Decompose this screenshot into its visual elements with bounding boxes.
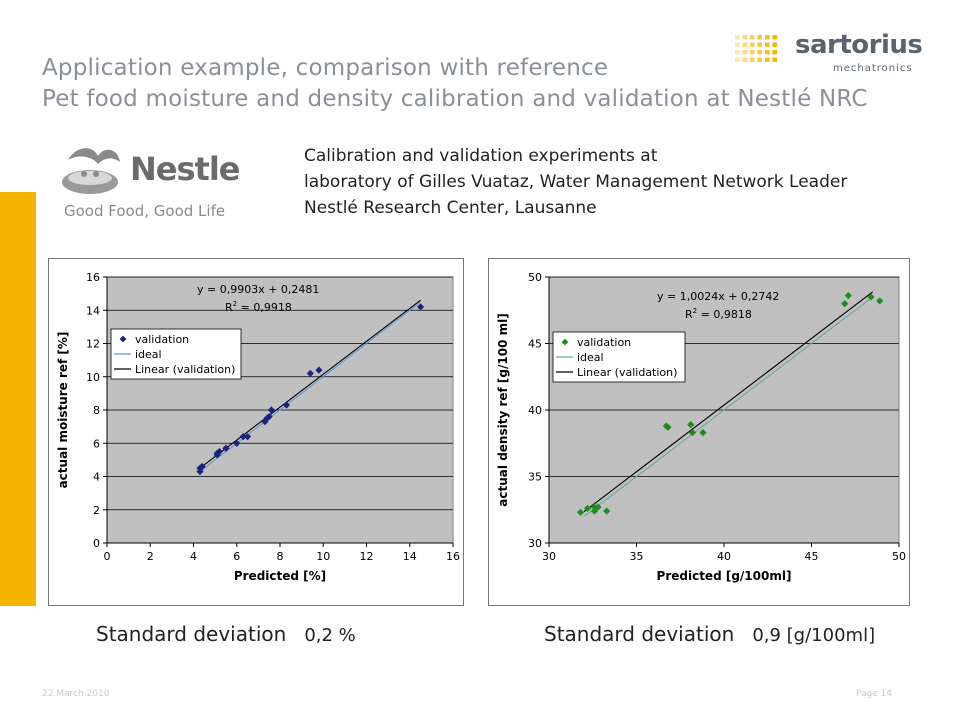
legend: validation ideal Linear (validation) — [552, 331, 686, 383]
y-tick-label: 0 — [93, 537, 100, 550]
x-tick-label: 6 — [233, 550, 240, 563]
x-tick-label: 40 — [717, 550, 731, 563]
data-point — [306, 369, 314, 378]
y-tick-label: 35 — [528, 471, 542, 484]
x-tick-label: 50 — [892, 550, 906, 563]
y-tick-label: 50 — [528, 271, 542, 284]
y-axis-label: actual density ref [g/100 ml] — [496, 313, 510, 506]
density-std-dev: Standard deviation 0,9 [g/100ml] — [544, 622, 875, 646]
nestle-logo: Nestle Good Food, Good Life — [58, 140, 248, 225]
std-dev-value: 0,9 [g/100ml] — [752, 625, 876, 646]
y-tick-label: 12 — [86, 338, 100, 351]
sartorius-logo-subtitle: mechatronics — [833, 63, 913, 74]
sartorius-logo-text: sartorius — [795, 30, 923, 60]
x-tick-label: 35 — [630, 550, 644, 563]
legend-label: Linear (validation) — [577, 366, 677, 379]
moisture-std-dev: Standard deviation 0,2 % — [96, 622, 356, 646]
x-tick-label: 0 — [104, 550, 111, 563]
sartorius-logo: sartorius mechatronics — [733, 30, 923, 80]
page-subtitle: Pet food moisture and density calibratio… — [42, 86, 868, 112]
r-squared: R2 = 0,9918 — [225, 300, 292, 314]
legend-label: validation — [135, 333, 189, 346]
data-point — [590, 507, 599, 515]
legend: validation ideal Linear (validation) — [110, 328, 242, 380]
x-tick-label: 12 — [360, 550, 374, 563]
data-point — [282, 401, 291, 409]
data-point — [233, 439, 241, 447]
data-point — [261, 418, 269, 426]
x-tick-label: 8 — [277, 550, 284, 563]
nest-icon — [62, 148, 120, 194]
x-tick-label: 4 — [190, 550, 197, 563]
y-tick-label: 4 — [93, 471, 100, 484]
y-axis-label: actual moisture ref [%] — [56, 332, 70, 489]
info-line-3: Nestlé Research Center, Lausanne — [304, 198, 597, 218]
data-point — [603, 507, 611, 515]
x-tick-label: 45 — [805, 550, 819, 563]
y-tick-label: 10 — [86, 371, 100, 384]
y-tick-label: 14 — [86, 304, 100, 317]
data-point — [583, 504, 592, 513]
info-line-1: Calibration and validation experiments a… — [304, 146, 658, 166]
info-line-2: laboratory of Gilles Vuataz, Water Manag… — [304, 172, 848, 192]
legend-label: Linear (validation) — [135, 363, 235, 376]
data-point — [416, 303, 425, 311]
y-tick-label: 30 — [528, 537, 542, 550]
y-tick-label: 6 — [93, 437, 100, 450]
data-point — [265, 413, 273, 421]
x-tick-label: 16 — [446, 550, 460, 563]
series-line — [583, 291, 874, 513]
data-point — [267, 406, 275, 414]
density-chart: 30 35 40 45 50 30 35 40 45 50 y = 1,0024x + 0,2742… — [488, 258, 910, 606]
y-tick-label: 45 — [528, 338, 542, 351]
legend-label: ideal — [577, 351, 604, 364]
footer-page-number: Page 14 — [856, 689, 893, 699]
nestle-logo-text: Nestle — [130, 150, 240, 188]
nestle-tagline: Good Food, Good Life — [64, 202, 226, 220]
data-point — [867, 293, 875, 301]
std-dev-value: 0,2 % — [304, 625, 356, 646]
experiment-info: Calibration and validation experiments a… — [304, 143, 847, 221]
x-axis-label: Predicted [%] — [234, 569, 326, 583]
regression-equation: y = 1,0024x + 0,2742 — [657, 290, 779, 303]
legend-marker — [561, 338, 569, 346]
regression-equation: y = 0,9903x + 0,2481 — [197, 283, 319, 296]
page-title: Application example, comparison with ref… — [42, 55, 609, 81]
moisture-chart-svg: 0 2 4 6 8 10 12 14 16 0 2 4 6 8 10 12 14 16 y = 0,9903x + … — [56, 271, 460, 583]
moisture-chart: 0 2 4 6 8 10 12 14 16 0 2 4 6 8 10 12 14 16 y = 0,9903x + … — [48, 258, 464, 606]
x-tick-label: 30 — [542, 550, 556, 563]
sartorius-dots-icon — [735, 35, 777, 62]
legend-label: ideal — [135, 348, 162, 361]
data-point — [687, 421, 695, 429]
series-line — [583, 296, 874, 517]
footer-date: 22 March 2010 — [42, 689, 110, 699]
data-point — [215, 447, 224, 456]
density-chart-svg: 30 35 40 45 50 30 35 40 45 50 y = 1,0024x + 0,2742… — [496, 271, 906, 583]
legend-label: validation — [577, 336, 631, 349]
x-axis-label: Predicted [g/100ml] — [657, 569, 792, 583]
y-tick-label: 2 — [93, 504, 100, 517]
side-accent-bar — [0, 192, 36, 606]
x-tick-label: 14 — [403, 550, 417, 563]
x-tick-label: 10 — [316, 550, 330, 563]
y-tick-label: 40 — [528, 404, 542, 417]
data-point — [844, 292, 852, 300]
data-point — [876, 297, 884, 305]
y-tick-label: 16 — [86, 271, 100, 284]
std-dev-label: Standard deviation — [96, 622, 287, 646]
y-tick-label: 8 — [93, 404, 100, 417]
std-dev-label: Standard deviation — [544, 622, 735, 646]
data-point — [222, 444, 230, 452]
r-squared: R2 = 0,9818 — [685, 307, 752, 321]
x-tick-label: 2 — [147, 550, 154, 563]
